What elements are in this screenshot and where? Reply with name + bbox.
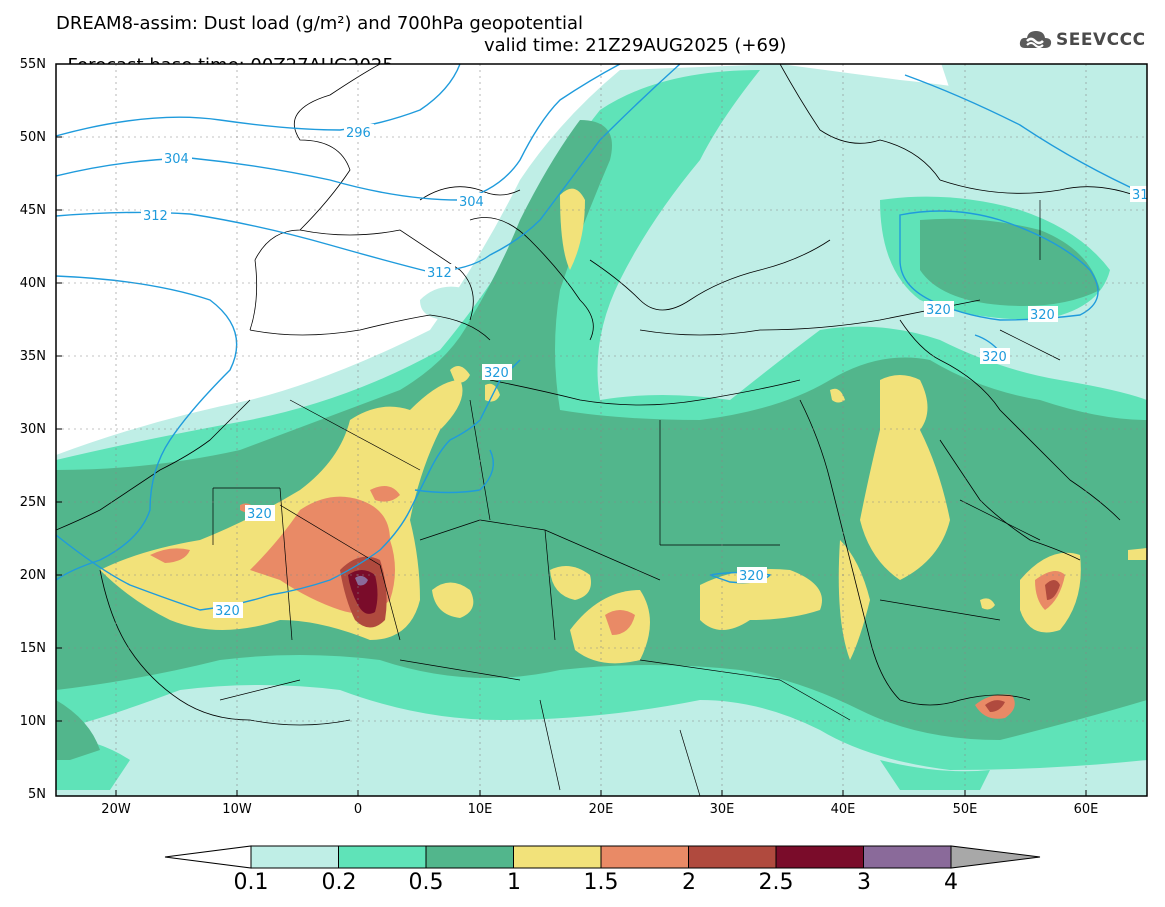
colorbar-label: 3 (857, 870, 871, 895)
contour-label-320a: 320 (484, 366, 509, 381)
contour-label-320g: 320 (982, 350, 1007, 365)
axis-ticks (56, 63, 1087, 796)
lat-label: 55N (19, 57, 46, 72)
lon-label: 0 (353, 802, 363, 817)
lat-label: 25N (19, 495, 46, 510)
lon-label: 20E (588, 802, 614, 817)
lat-label: 10N (19, 714, 46, 729)
dust-level-3 (355, 575, 368, 586)
lon-label: 50E (952, 802, 978, 817)
colorbar-label: 1 (507, 870, 521, 895)
colorbar-label: 0.2 (321, 870, 357, 895)
contour-labels: 296 304 304 312 312 320 320 320 320 320 … (141, 124, 1149, 619)
lat-label: 5N (28, 787, 46, 802)
lat-label: 35N (19, 349, 46, 364)
contour-label-312b: 312 (427, 266, 452, 281)
lat-label: 30N (19, 422, 46, 437)
lon-label: 60E (1073, 802, 1099, 817)
colorbar-label: 4 (944, 870, 958, 895)
graticule (56, 64, 1147, 796)
lon-label: 20W (101, 802, 131, 817)
contour-label-320f: 320 (1030, 308, 1055, 323)
contour-label-320d: 320 (739, 569, 764, 584)
colorbar-label: 0.1 (233, 870, 269, 895)
lon-label: 30E (709, 802, 735, 817)
coastlines-borders (56, 64, 1147, 726)
colorbar-label: 1.5 (583, 870, 619, 895)
lat-label: 20N (19, 568, 46, 583)
lon-label: 10W (222, 802, 252, 817)
contour-label-304a: 304 (164, 152, 189, 167)
map-title: DREAM8-assim: Dust load (g/m²) and 700hP… (56, 13, 583, 34)
contour-label-304b: 304 (459, 195, 484, 210)
contour-label-31: 31 (1132, 188, 1149, 203)
dust-level-2-5 (348, 570, 378, 614)
lat-label: 50N (19, 130, 46, 145)
colorbar-label: 0.5 (408, 870, 444, 895)
colorbar-label: 2.5 (758, 870, 794, 895)
contour-label-320e: 320 (926, 303, 951, 318)
contour-label-296: 296 (346, 126, 371, 141)
contour-label-320b: 320 (247, 507, 272, 522)
political-borders (212, 200, 1061, 796)
lat-label: 15N (19, 641, 46, 656)
lon-label: 10E (467, 802, 493, 817)
lon-label: 40E (830, 802, 856, 817)
valid-time: valid time: 21Z29AUG2025 (+69) (484, 35, 787, 56)
lat-label: 40N (19, 276, 46, 291)
lat-label: 45N (19, 203, 46, 218)
logo-text: SEEVCCC (1056, 30, 1146, 50)
contour-label-312a: 312 (143, 209, 168, 224)
cloud-icon (1019, 31, 1052, 48)
seevccc-logo: SEEVCCC (1018, 24, 1158, 60)
contour-label-320c: 320 (215, 604, 240, 619)
colorbar-label: 2 (682, 870, 696, 895)
